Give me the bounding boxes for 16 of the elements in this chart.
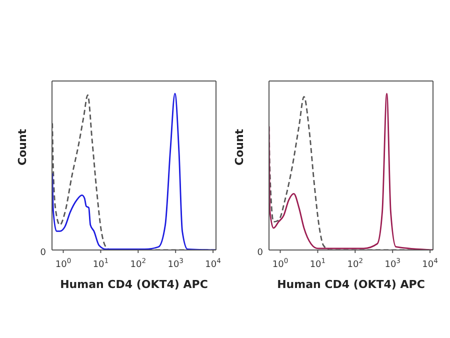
- x-tick-label: 10$^{4}$: [205, 257, 221, 270]
- x-tick-label: 10$^{2}$: [347, 257, 364, 270]
- y-axis-title: Count: [16, 128, 29, 166]
- x-tick-label: 10$^{1}$: [310, 257, 326, 270]
- x-axis-title: Human CD4 (OKT4) APC: [277, 278, 425, 291]
- text: 0: [257, 248, 264, 258]
- x-tick-label: 10$^{0}$: [272, 257, 288, 270]
- x-tick-label: 10$^{2}$: [130, 257, 146, 270]
- text: 0: [40, 248, 46, 258]
- x-tick-label: 10$^{3}$: [384, 257, 400, 270]
- x-tick-label: 10$^{3}$: [168, 257, 184, 270]
- x-tick-label: 10$^{1}$: [92, 257, 109, 270]
- x-tick-label: 10$^{4}$: [422, 257, 438, 270]
- x-tick-label: 10$^{0}$: [55, 257, 72, 270]
- y-axis-title: Count: [232, 128, 246, 166]
- x-axis-title: Human CD4 (OKT4) APC: [60, 278, 208, 291]
